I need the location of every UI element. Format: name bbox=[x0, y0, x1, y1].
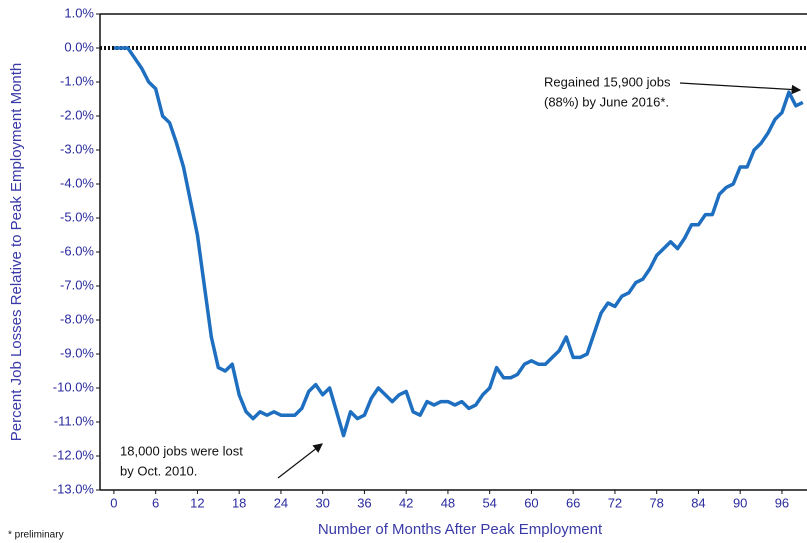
annotation: by Oct. 2010. bbox=[120, 463, 197, 478]
data-line bbox=[113, 46, 804, 438]
y-tick-label: -10.0% bbox=[53, 379, 95, 394]
y-tick-label: 0.0% bbox=[64, 39, 94, 54]
x-tick-label: 54 bbox=[482, 495, 496, 510]
x-tick-label: 42 bbox=[399, 495, 413, 510]
x-tick-label: 96 bbox=[775, 495, 789, 510]
y-tick-label: -4.0% bbox=[60, 175, 94, 190]
annotation: 18,000 jobs were lost bbox=[120, 443, 243, 458]
y-tick-label: -9.0% bbox=[60, 345, 94, 360]
x-tick-label: 6 bbox=[152, 495, 159, 510]
x-tick-label: 18 bbox=[232, 495, 246, 510]
y-tick-label: -5.0% bbox=[60, 209, 94, 224]
annotation: Regained 15,900 jobs bbox=[544, 74, 671, 89]
y-tick-label: -11.0% bbox=[54, 413, 95, 428]
annotation: (88%) by June 2016*. bbox=[544, 94, 669, 109]
x-tick-label: 12 bbox=[190, 495, 204, 510]
y-tick-label: -3.0% bbox=[60, 141, 94, 156]
y-tick-label: -7.0% bbox=[60, 277, 94, 292]
x-tick-label: 30 bbox=[315, 495, 329, 510]
x-tick-label: 72 bbox=[608, 495, 622, 510]
x-tick-label: 84 bbox=[691, 495, 705, 510]
x-tick-label: 60 bbox=[524, 495, 538, 510]
x-tick-label: 90 bbox=[733, 495, 747, 510]
y-axis-label: Percent Job Losses Relative to Peak Empl… bbox=[8, 63, 25, 442]
footnote: * preliminary bbox=[8, 530, 64, 541]
x-axis-label: Number of Months After Peak Employment bbox=[318, 521, 603, 538]
arrow bbox=[679, 82, 802, 95]
y-tick-label: -12.0% bbox=[53, 447, 95, 462]
x-tick-label: 66 bbox=[566, 495, 580, 510]
x-tick-label: 36 bbox=[357, 495, 371, 510]
y-tick-label: -8.0% bbox=[60, 311, 94, 326]
y-tick-label: -2.0% bbox=[60, 107, 94, 122]
x-tick-label: 0 bbox=[110, 495, 117, 510]
x-tick-label: 48 bbox=[441, 495, 455, 510]
x-tick-label: 78 bbox=[649, 495, 663, 510]
y-tick-label: -1.0% bbox=[60, 73, 94, 88]
y-tick-label: -6.0% bbox=[60, 243, 94, 258]
x-tick-label: 24 bbox=[274, 495, 288, 510]
y-tick-label: -13.0% bbox=[53, 481, 95, 496]
arrow bbox=[277, 443, 323, 479]
y-tick-label: 1.0% bbox=[64, 5, 94, 20]
